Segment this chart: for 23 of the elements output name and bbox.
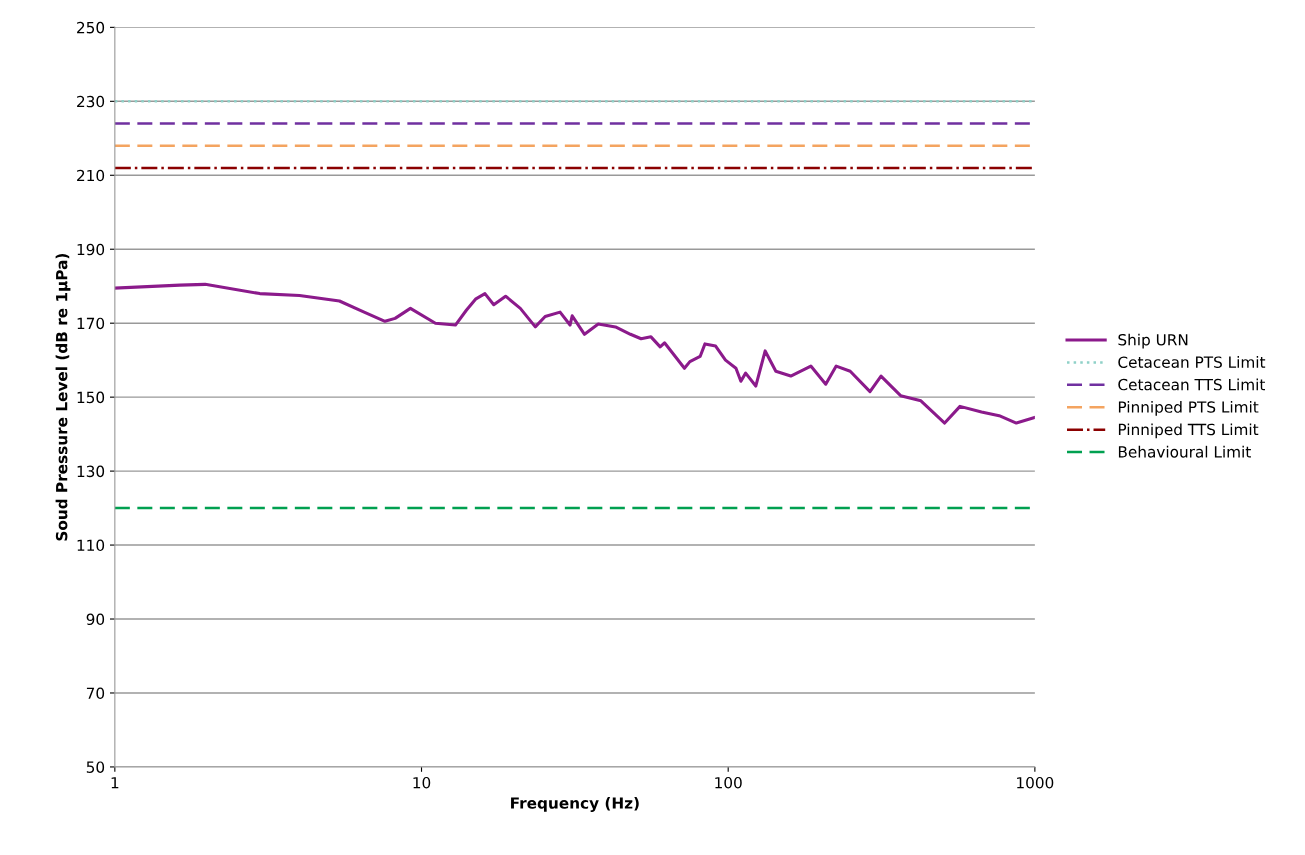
x-axis-title: Frequency (Hz) <box>511 797 639 812</box>
y-tick-label: 170 <box>77 317 105 330</box>
y-tick-label: 130 <box>77 465 105 478</box>
legend-label: Pinniped PTS Limit <box>1118 400 1259 416</box>
y-tick-label: 110 <box>77 539 105 552</box>
x-tick-label: 1000 <box>1017 776 1054 789</box>
legend-label: Ship URN <box>1118 333 1188 349</box>
x-tick-label: 100 <box>715 776 742 789</box>
x-tick-label: 1 <box>111 777 119 789</box>
legend-label: Cetacean PTS Limit <box>1118 356 1266 368</box>
y-tick-label: 150 <box>77 391 105 404</box>
y-tick-label: 210 <box>77 169 105 182</box>
x-tick-label: 10 <box>413 776 431 789</box>
y-tick-label: 50 <box>86 761 105 773</box>
legend-label: Behavioural Limit <box>1118 445 1251 458</box>
legend-label: Cetacean TTS Limit <box>1118 378 1266 391</box>
y-axis-title: Soud Pressure Level (dB re 1µPa) <box>55 253 71 541</box>
y-tick-label: 250 <box>77 21 105 34</box>
legend-label: Pinniped TTS Limit <box>1118 423 1259 439</box>
y-tick-label: 190 <box>77 243 105 256</box>
y-tick-label: 90 <box>86 613 105 626</box>
y-tick-label: 230 <box>77 95 105 108</box>
y-tick-label: 70 <box>86 687 105 699</box>
